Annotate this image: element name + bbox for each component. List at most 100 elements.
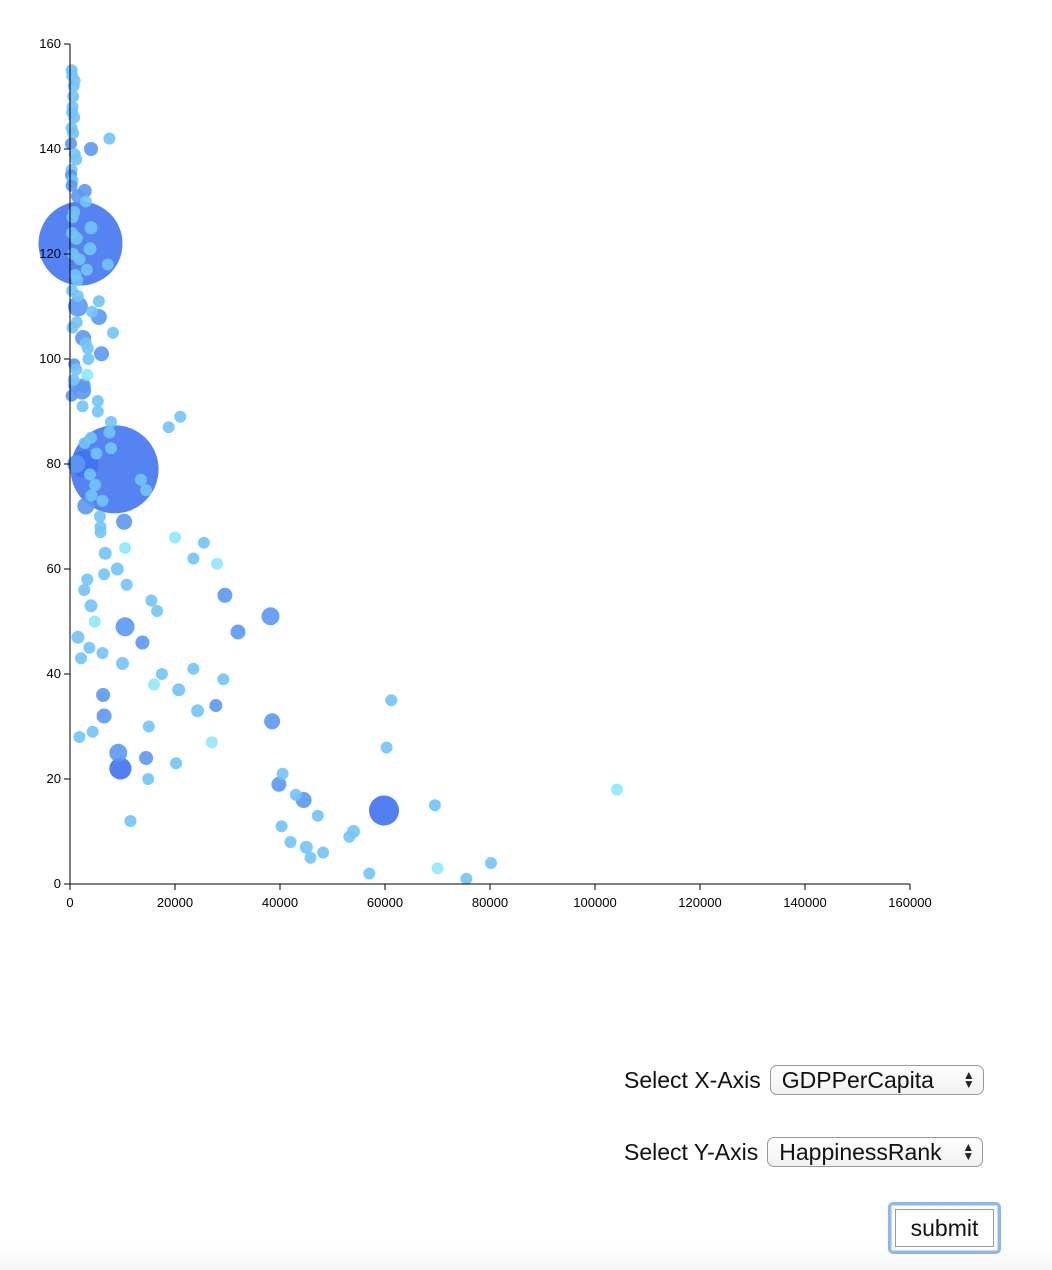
x-axis-select[interactable]: GDPPerCapita ▲ ▼ xyxy=(769,1065,984,1095)
y-axis-select[interactable]: HappinessRank ▲ ▼ xyxy=(767,1137,984,1167)
data-point-111 xyxy=(71,630,85,644)
data-point-14 xyxy=(77,497,95,515)
data-point-61 xyxy=(92,295,105,308)
data-point-18 xyxy=(264,713,281,730)
data-point-71 xyxy=(81,368,94,381)
data-point-70 xyxy=(70,363,83,376)
data-point-9 xyxy=(67,296,88,317)
submit-button[interactable]: submit xyxy=(888,1202,1001,1254)
y-tick-label: 80 xyxy=(47,456,61,471)
x-tick-label: 160000 xyxy=(888,895,931,910)
data-point-89 xyxy=(89,479,102,491)
data-point-101 xyxy=(211,557,223,570)
data-point-16 xyxy=(217,587,233,603)
data-point-58 xyxy=(71,274,84,287)
data-point-127 xyxy=(205,736,218,749)
data-point-119 xyxy=(148,678,160,691)
data-point-121 xyxy=(385,694,398,707)
x-tick-label: 140000 xyxy=(783,895,826,910)
data-point-2 xyxy=(369,795,399,826)
data-point-104 xyxy=(81,573,94,586)
data-point-105 xyxy=(120,578,133,591)
data-point-133 xyxy=(289,788,302,801)
data-point-85 xyxy=(105,442,117,455)
data-point-46 xyxy=(79,195,92,208)
data-point-137 xyxy=(275,820,288,833)
data-point-98 xyxy=(119,542,132,554)
data-point-48 xyxy=(66,211,79,224)
data-point-82 xyxy=(103,426,116,439)
data-point-24 xyxy=(135,635,150,650)
data-point-84 xyxy=(78,437,91,449)
data-point-92 xyxy=(96,494,109,507)
data-point-97 xyxy=(197,536,210,549)
data-point-147 xyxy=(460,872,473,885)
data-point-88 xyxy=(134,473,147,486)
data-point-21 xyxy=(96,708,112,724)
y-tick-label: 0 xyxy=(54,876,61,891)
data-point-122 xyxy=(209,699,223,712)
x-tick-label: 100000 xyxy=(573,895,616,910)
data-point-132 xyxy=(611,783,623,796)
x-axis-selected-value: GDPPerCapita xyxy=(781,1066,934,1093)
data-point-126 xyxy=(73,731,86,743)
axes-layer: 0 20 40 60 80 100 120 140 160 0 20000 40000 60000 800… xyxy=(39,36,931,910)
y-axis-control: Select Y-Axis HappinessRank ▲ ▼ xyxy=(624,1137,984,1167)
data-point-117 xyxy=(155,668,168,680)
data-point-67 xyxy=(81,342,94,355)
x-tick-label: 40000 xyxy=(262,895,298,910)
x-axis-label: Select X-Axis xyxy=(624,1066,761,1093)
data-point-116 xyxy=(187,662,200,675)
data-point-115 xyxy=(116,657,129,670)
data-point-65 xyxy=(107,326,119,339)
data-point-125 xyxy=(86,725,99,738)
data-point-20 xyxy=(271,776,287,792)
data-point-40 xyxy=(70,153,83,166)
data-point-99 xyxy=(98,546,112,560)
data-point-54 xyxy=(73,253,86,266)
data-point-143 xyxy=(304,851,317,864)
data-point-140 xyxy=(284,836,297,848)
data-point-146 xyxy=(363,867,376,880)
data-point-79 xyxy=(174,410,187,423)
x-tick-label: 120000 xyxy=(678,895,721,910)
data-point-50 xyxy=(66,227,79,239)
data-point-13 xyxy=(94,346,109,362)
data-point-124 xyxy=(142,720,155,733)
data-point-44 xyxy=(65,179,78,192)
data-point-96 xyxy=(169,531,181,544)
data-point-35 xyxy=(68,111,81,124)
data-point-141 xyxy=(299,840,313,854)
data-point-80 xyxy=(105,416,117,428)
data-point-108 xyxy=(84,599,98,613)
x-tick-label: 60000 xyxy=(367,895,403,910)
x-tick-label: 20000 xyxy=(157,895,193,910)
x-axis-control: Select X-Axis GDPPerCapita ▲ ▼ xyxy=(624,1065,984,1095)
data-point-145 xyxy=(431,862,444,875)
data-point-87 xyxy=(84,468,96,481)
data-point-32 xyxy=(67,90,80,103)
data-point-75 xyxy=(65,389,78,402)
data-point-52 xyxy=(83,242,97,256)
y-axis-selected-value: HappinessRank xyxy=(779,1138,942,1165)
data-point-109 xyxy=(151,605,164,617)
x-tick-label: 0 xyxy=(66,895,73,910)
data-point-49 xyxy=(84,221,98,235)
data-point-113 xyxy=(96,647,109,659)
data-point-15 xyxy=(116,513,133,530)
data-point-118 xyxy=(217,673,230,686)
data-point-64 xyxy=(66,321,79,334)
y-tick-label: 20 xyxy=(47,771,61,786)
data-point-100 xyxy=(187,552,200,565)
y-tick-label: 120 xyxy=(39,246,61,261)
points-layer xyxy=(38,64,623,885)
data-point-23 xyxy=(139,751,154,765)
data-point-68 xyxy=(82,353,95,365)
data-point-110 xyxy=(88,615,101,628)
y-tick-label: 160 xyxy=(39,36,61,51)
data-point-91 xyxy=(85,489,98,502)
y-tick-label: 140 xyxy=(39,141,61,156)
data-point-26 xyxy=(84,142,98,156)
data-point-136 xyxy=(124,815,137,827)
